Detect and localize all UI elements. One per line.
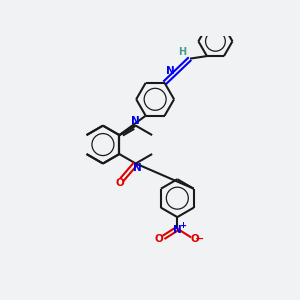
Text: O: O xyxy=(115,178,124,188)
Text: +: + xyxy=(179,221,186,230)
Text: O: O xyxy=(155,234,164,244)
Text: N: N xyxy=(173,225,182,235)
Text: N: N xyxy=(131,116,140,127)
Text: N: N xyxy=(133,163,141,173)
Text: N: N xyxy=(166,66,175,76)
Text: −: − xyxy=(195,234,205,244)
Text: H: H xyxy=(178,47,186,57)
Text: O: O xyxy=(191,234,200,244)
